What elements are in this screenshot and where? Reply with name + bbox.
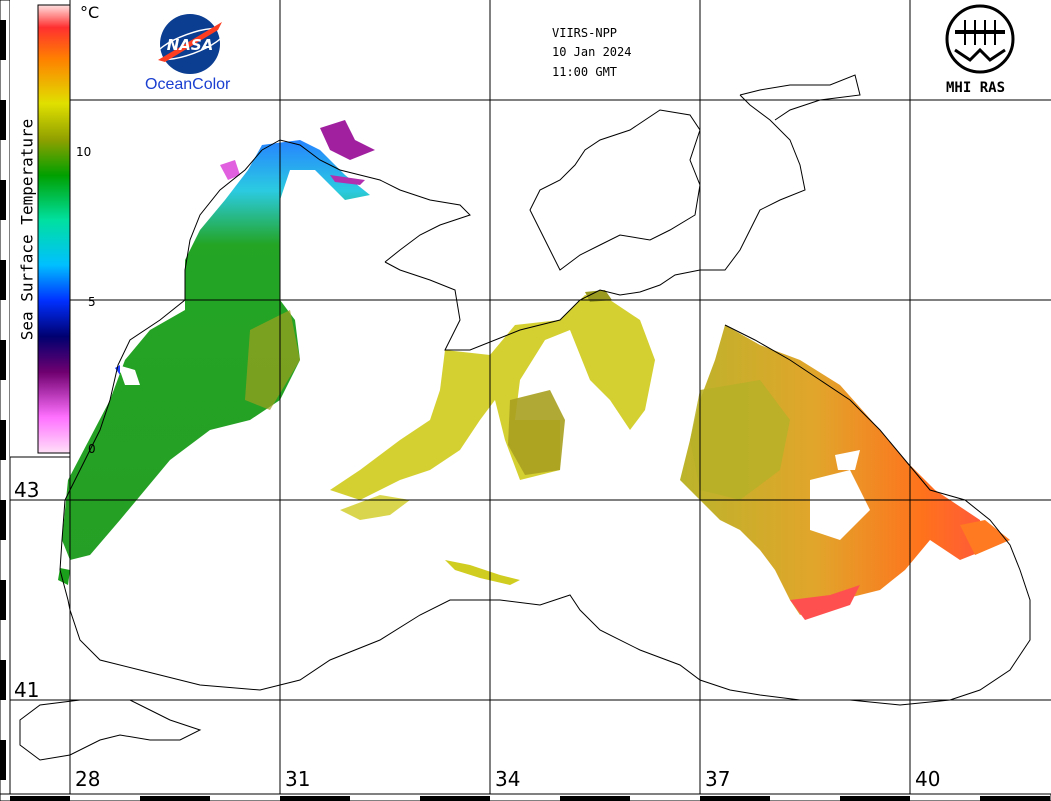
colorbar [10,0,71,458]
colorbar-title: Sea Surface Temperature [17,118,37,341]
oceancolor-label: OceanColor [145,76,231,93]
lat-label-41: 41 [14,678,40,702]
nasa-logo-icon [155,14,225,74]
colorbar-tick-10: 10 [76,145,92,159]
coastline [19,74,1031,761]
time-label: 11:00 GMT [552,65,618,79]
lon-label-28: 28 [75,767,101,791]
date-label: 10 Jan 2024 [552,45,632,59]
graticule [10,0,1051,794]
mhi-ras-logo-icon [945,4,1015,74]
lat-label-43: 43 [14,478,40,502]
lon-label-40: 40 [915,767,941,791]
lon-label-31: 31 [285,767,311,791]
bottom-scale-bar [0,793,1051,801]
sst-west-shelf [58,120,375,585]
nasa-logo-text: NASA [166,36,214,54]
lon-label-34: 34 [495,767,521,791]
colorbar-unit: °C [80,3,100,22]
sst-east [680,325,1010,620]
left-scale-bar [0,0,11,801]
mhi-ras-label: MHI RAS [946,80,1006,96]
colorbar-tick-0: 0 [88,442,96,456]
lon-label-37: 37 [705,767,731,791]
sst-central [330,290,655,585]
colorbar-tick-5: 5 [88,295,96,309]
satellite-label: VIIRS-NPP [552,26,618,40]
